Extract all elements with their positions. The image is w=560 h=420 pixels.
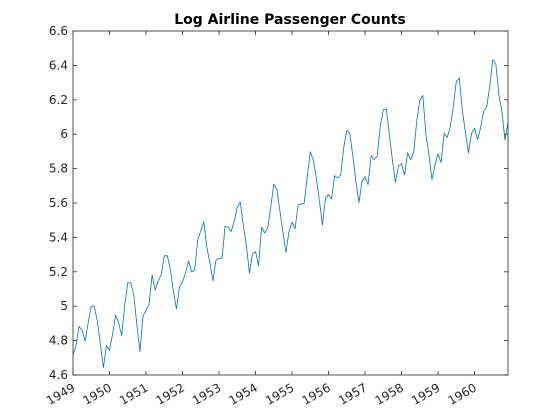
y-axis: 4.6 4.8 5 5.2 5.4 5.6 5.8 6 6.2 6.4 6.6	[49, 24, 508, 382]
x-tick-label: 1956	[300, 380, 333, 407]
y-tick-label: 4.8	[49, 334, 68, 348]
axes-box	[72, 30, 509, 376]
x-tick-label: 1959	[409, 380, 442, 407]
series-layer	[72, 59, 509, 368]
y-tick-label: 5.4	[49, 230, 68, 244]
y-tick-label: 6.4	[49, 58, 68, 72]
y-tick-label: 4.6	[49, 368, 68, 382]
y-tick-label: 5.8	[49, 162, 68, 176]
x-tick-label: 1955	[263, 380, 296, 407]
chart-title: Log Airline Passenger Counts	[174, 12, 406, 28]
x-tick-label: 1951	[117, 380, 150, 407]
x-tick-label: 1952	[154, 380, 187, 407]
plot-area	[73, 31, 508, 375]
y-tick-label: 6.2	[49, 93, 68, 107]
x-tick-label: 1958	[373, 380, 406, 407]
x-tick-label: 1960	[446, 380, 479, 407]
y-tick-label: 5	[60, 299, 68, 313]
y-tick-label: 6	[60, 127, 68, 141]
x-tick-label: 1954	[227, 380, 260, 407]
x-tick-label: 1949	[44, 380, 77, 407]
x-tick-label: 1953	[190, 380, 223, 407]
x-tick-label: 1950	[81, 380, 114, 407]
series-line-0	[72, 59, 509, 368]
x-tick-label: 1957	[336, 380, 369, 407]
y-tick-label: 5.6	[49, 196, 68, 210]
y-tick-label: 5.2	[49, 265, 68, 279]
y-tick-label: 6.6	[49, 24, 68, 38]
